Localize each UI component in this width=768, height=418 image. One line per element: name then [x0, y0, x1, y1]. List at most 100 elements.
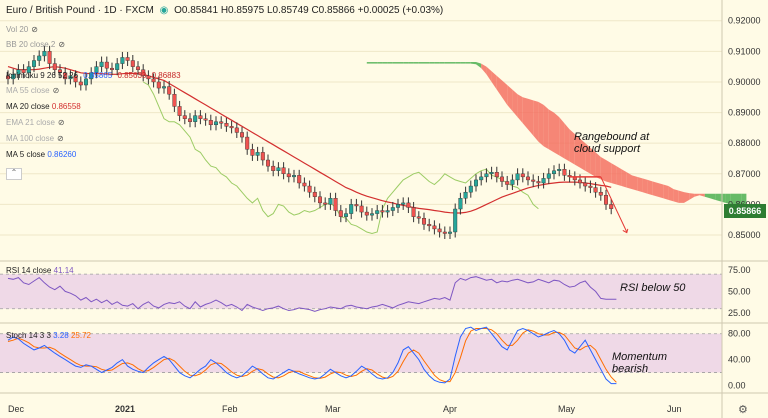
candle-body	[115, 63, 120, 70]
candle-body	[208, 120, 213, 126]
stoch-pane[interactable]	[0, 326, 722, 385]
candle-body	[213, 121, 218, 126]
legend-ichimoku[interactable]: Ichimoku 9 26 52 26 0.85865 0.85633 0.86…	[6, 71, 181, 80]
candle-body	[245, 136, 250, 150]
candle-body	[109, 67, 114, 70]
candle-body	[474, 179, 479, 187]
candle-body	[562, 169, 567, 176]
cloud-segment	[528, 98, 534, 136]
stoch-axis[interactable]: 80.00 40.00 0.00	[728, 329, 751, 391]
candle-body	[260, 152, 265, 161]
candle-body	[89, 72, 94, 80]
cloud-segment	[715, 193, 721, 202]
symbol-title[interactable]: Euro / British Pound · 1D · FXCM	[6, 5, 154, 16]
hide-icon[interactable]: ⊘	[31, 25, 38, 34]
cloud-segment	[637, 176, 643, 193]
candle-body	[448, 231, 453, 234]
candle-body	[453, 208, 458, 233]
legend-vol[interactable]: Vol 20 ⊘	[6, 25, 38, 34]
cloud-segment	[481, 63, 487, 75]
candle-body	[344, 213, 349, 217]
candle-body	[557, 169, 562, 171]
candle-body	[156, 81, 161, 89]
hide-icon[interactable]: ⊘	[58, 40, 66, 49]
stoch-tick-label: 80.00	[728, 329, 751, 339]
time-tick-label: Dec	[8, 404, 25, 414]
candle-body	[411, 207, 416, 217]
ohlc-readout: O0.85841 H0.85975 L0.85749 C0.85866 +0.0…	[174, 5, 444, 16]
rsi-legend[interactable]: RSI 14 close 41.14	[6, 266, 74, 275]
cloud-segment	[580, 138, 586, 171]
legend-ema21[interactable]: EMA 21 close ⊘	[6, 118, 65, 127]
candle-body	[63, 72, 68, 80]
cloud-segment	[736, 193, 742, 205]
candle-body	[609, 204, 614, 209]
candle-body	[78, 81, 83, 86]
cloud-segment	[434, 62, 440, 64]
cloud-segment	[600, 156, 606, 182]
collapse-legend-button[interactable]: ⌃	[6, 168, 22, 180]
legend-ma55[interactable]: MA 55 close ⊘	[6, 86, 60, 95]
candlesticks	[5, 45, 614, 240]
cloud-segment	[533, 100, 539, 142]
cloud-segment	[455, 62, 461, 64]
hide-icon[interactable]: ⊘	[52, 86, 60, 95]
rsi-axis[interactable]: 75.00 50.00 25.00	[728, 265, 751, 318]
stoch-legend[interactable]: Stoch 14 3 3 3.28 25.72	[6, 331, 91, 340]
cloud-segment	[418, 62, 424, 64]
cloud-segment	[720, 193, 726, 203]
legend-ma5[interactable]: MA 5 close 0.86260	[6, 150, 77, 159]
cloud-segment	[694, 193, 700, 197]
cloud-segment	[387, 62, 393, 64]
candle-body	[375, 210, 380, 214]
legend-ma100[interactable]: MA 100 close ⊘	[6, 134, 64, 143]
candle-body	[193, 115, 198, 122]
candle-body	[276, 167, 281, 171]
last-price-tag: 0.85866	[724, 204, 766, 218]
candle-body	[52, 63, 57, 70]
candle-body	[531, 179, 536, 182]
candle-body	[297, 175, 302, 184]
candle-body	[130, 60, 135, 67]
cloud-segment	[366, 62, 372, 64]
candle-body	[146, 75, 151, 80]
settings-gear-icon[interactable]: ⚙	[738, 404, 748, 416]
cloud-segment	[377, 62, 383, 64]
cloud-segment	[460, 62, 466, 64]
candle-body	[32, 60, 37, 67]
candle-body	[364, 211, 369, 216]
rsi-pane[interactable]	[0, 273, 722, 312]
candle-body	[187, 118, 192, 122]
cloud-segment	[398, 62, 404, 64]
candle-body	[42, 51, 47, 57]
legend-ma20[interactable]: MA 20 close 0.86558	[6, 102, 81, 111]
hide-icon[interactable]: ⊘	[57, 134, 64, 143]
candle-body	[250, 149, 255, 156]
cloud-segment	[413, 62, 419, 64]
time-axis[interactable]: Dec 2021 Feb Mar Apr May Jun	[8, 404, 682, 414]
candle-body	[489, 172, 494, 175]
cloud-segment	[652, 181, 658, 197]
cloud-segment	[507, 85, 513, 112]
rsi-tick-label: 50.00	[728, 286, 751, 296]
cloud-segment	[595, 152, 601, 180]
candle-body	[390, 207, 395, 211]
cloud-segment	[647, 179, 653, 196]
candle-body	[396, 204, 401, 208]
candle-body	[515, 173, 520, 181]
annotation-rsi: RSI below 50	[620, 282, 686, 294]
cloud-segment	[543, 104, 549, 150]
candle-body	[593, 187, 598, 193]
candle-body	[307, 185, 312, 193]
candle-body	[370, 213, 375, 216]
cloud-segment	[668, 186, 674, 202]
ma20-path	[7, 65, 612, 214]
cloud-segment	[710, 193, 716, 200]
candle-body	[198, 115, 203, 119]
hide-icon[interactable]: ⊘	[57, 118, 65, 127]
candle-body	[546, 173, 551, 179]
cloud-segment	[673, 189, 679, 203]
legend-bb[interactable]: BB 20 close 2 ⊘	[6, 40, 66, 49]
candle-body	[318, 196, 323, 204]
